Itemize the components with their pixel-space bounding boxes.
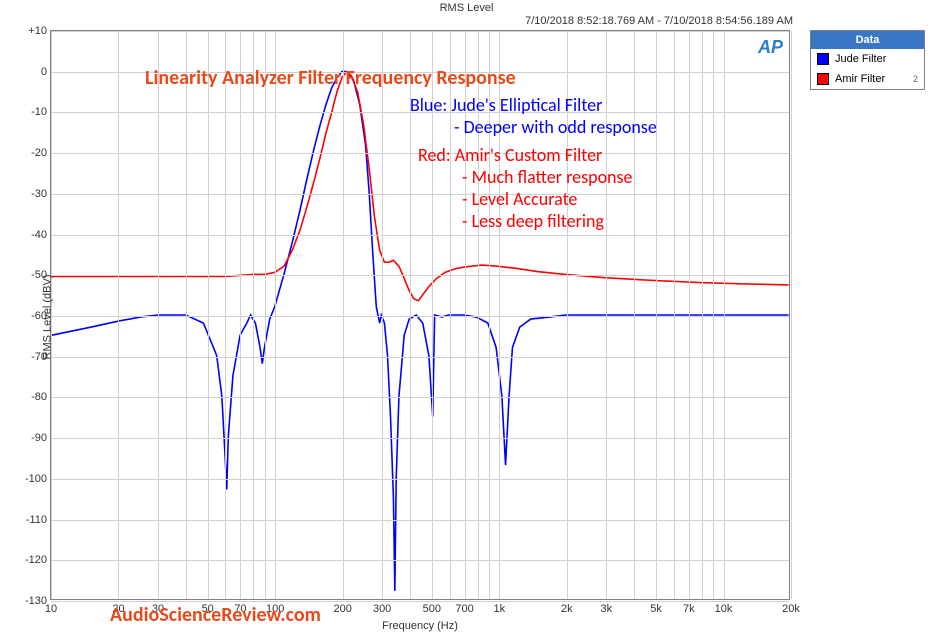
gridline-h [51, 479, 789, 480]
gridline-v [702, 31, 703, 599]
y-tick: 0 [41, 66, 47, 78]
y-tick: -10 [31, 106, 47, 118]
gridline-h [51, 235, 789, 236]
gridline-v [410, 31, 411, 599]
gridline-v [275, 31, 276, 599]
x-tick: 5k [650, 603, 662, 615]
y-tick: -40 [31, 229, 47, 241]
x-tick: 20k [782, 603, 800, 615]
gridline-h [51, 194, 789, 195]
x-tick: 10k [715, 603, 733, 615]
gridline-v [265, 31, 266, 599]
gridline-h [51, 601, 789, 602]
gridline-h [51, 560, 789, 561]
gridline-v [253, 31, 254, 599]
y-tick: -30 [31, 188, 47, 200]
gridline-v [158, 31, 159, 599]
gridline-v [225, 31, 226, 599]
x-tick: 1k [494, 603, 506, 615]
x-tick: 300 [373, 603, 391, 615]
gridline-v [724, 31, 725, 599]
gridline-h [51, 438, 789, 439]
y-tick: -130 [25, 595, 47, 607]
gridline-h [51, 316, 789, 317]
chart-traces [51, 31, 789, 599]
x-tick: 3k [600, 603, 612, 615]
y-tick: -20 [31, 147, 47, 159]
y-tick: -80 [31, 391, 47, 403]
header-title: RMS Level [0, 2, 933, 14]
gridline-v [791, 31, 792, 599]
gridline-v [118, 31, 119, 599]
gridline-h [51, 275, 789, 276]
gridline-v [186, 31, 187, 599]
annotation-text: Red: Amir's Custom Filter [418, 144, 602, 166]
y-tick: -120 [25, 554, 47, 566]
y-axis-label: RMS Level (dBV) [41, 275, 53, 360]
x-tick: 7k [683, 603, 695, 615]
timestamp: 7/10/2018 8:52:18.769 AM - 7/10/2018 8:5… [525, 15, 793, 27]
gridline-v [432, 31, 433, 599]
gridline-v [208, 31, 209, 599]
legend: Data Jude Filter Amir Filter 2 [810, 30, 925, 90]
gridline-h [51, 31, 789, 32]
legend-item: Jude Filter [811, 49, 924, 69]
x-tick: 2k [561, 603, 573, 615]
gridline-h [51, 520, 789, 521]
y-tick: -90 [31, 432, 47, 444]
legend-label: Amir Filter [835, 73, 885, 85]
legend-header: Data [811, 31, 924, 49]
legend-swatch [817, 53, 829, 65]
legend-label: Jude Filter [835, 53, 886, 65]
gridline-h [51, 397, 789, 398]
gridline-h [51, 357, 789, 358]
y-tick: -100 [25, 473, 47, 485]
y-tick: +10 [28, 25, 47, 37]
gridline-v [450, 31, 451, 599]
gridline-v [343, 31, 344, 599]
annotation-text: - Deeper with odd response [454, 116, 657, 138]
x-tick: 500 [423, 603, 441, 615]
legend-swatch [817, 73, 829, 85]
gridline-v [674, 31, 675, 599]
gridline-v [382, 31, 383, 599]
legend-suffix: 2 [913, 74, 918, 84]
gridline-v [240, 31, 241, 599]
annotation-text: Linearity Analyzer Filter Frequency Resp… [145, 66, 516, 90]
annotation-text: - Much flatter response [462, 166, 633, 188]
x-tick: 700 [455, 603, 473, 615]
annotation-text: Blue: Jude's Elliptical Filter [410, 94, 602, 116]
x-tick: 200 [333, 603, 351, 615]
gridline-v [689, 31, 690, 599]
annotation-text: - Less deep filtering [462, 210, 604, 232]
legend-item: Amir Filter 2 [811, 69, 924, 89]
annotation-text: - Level Accurate [462, 188, 577, 210]
y-tick: -110 [26, 514, 47, 526]
x-tick: 10 [45, 603, 57, 615]
gridline-v [713, 31, 714, 599]
annotation-text: AudioScienceReview.com [110, 603, 321, 627]
